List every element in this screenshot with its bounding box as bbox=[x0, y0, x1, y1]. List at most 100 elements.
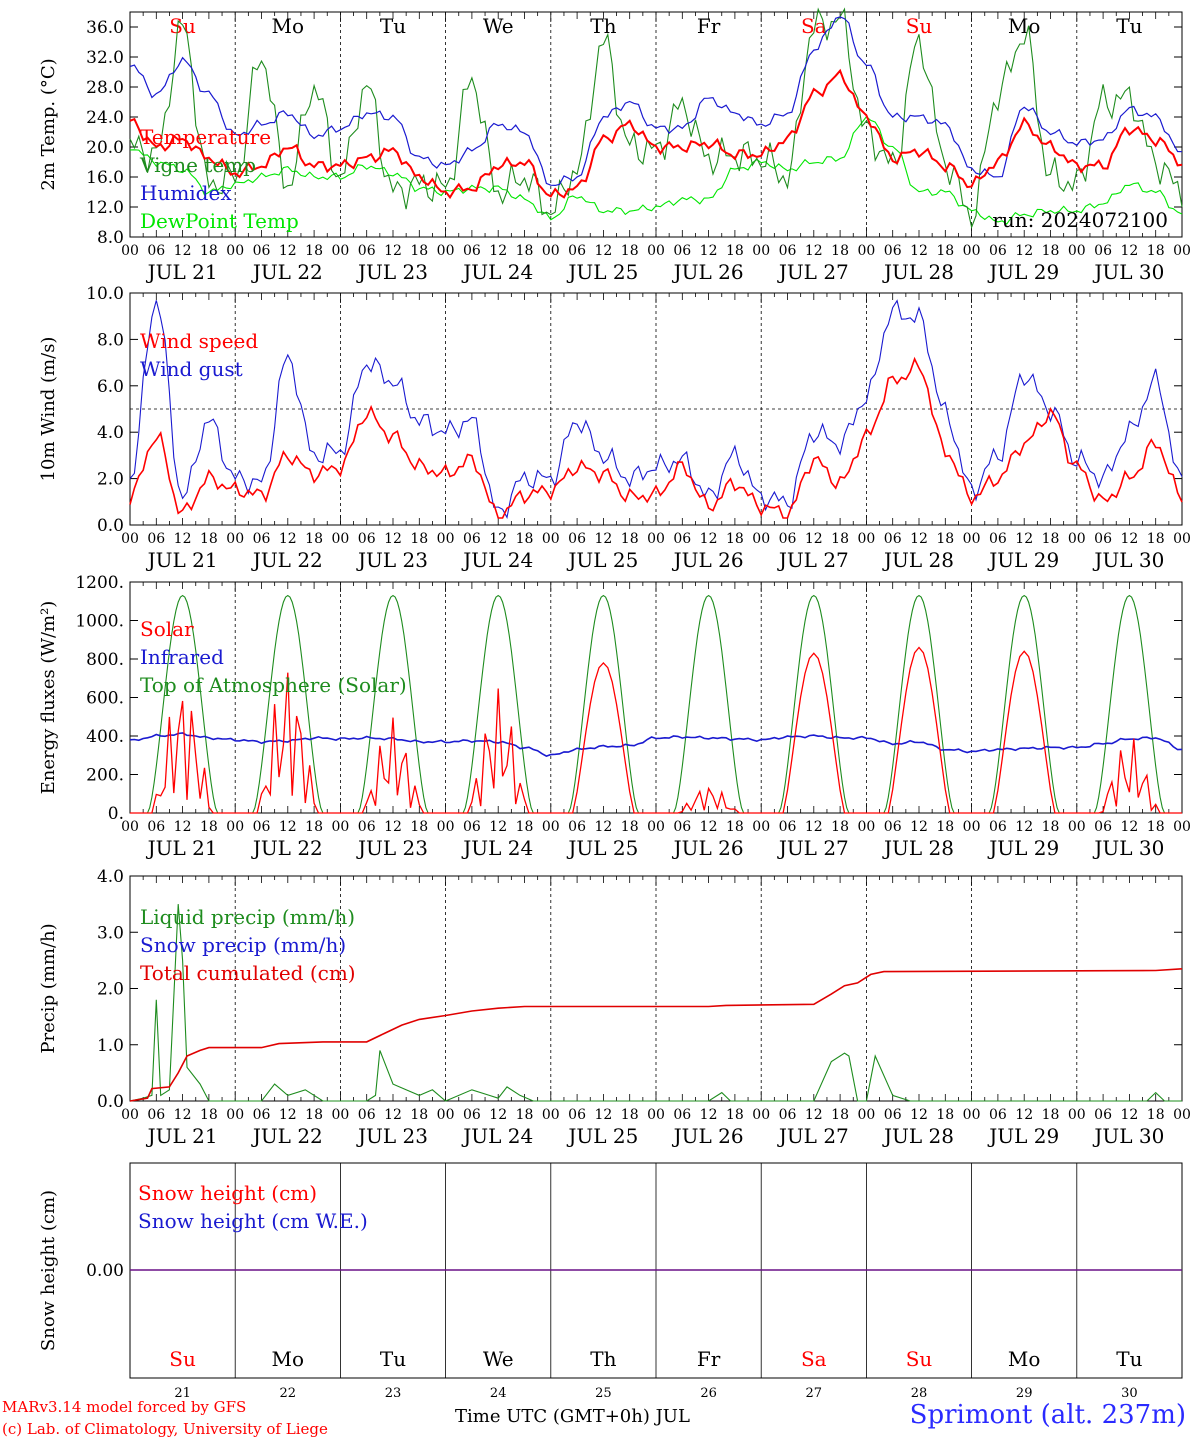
hour-label: 12 bbox=[1120, 243, 1138, 259]
y-tick-label: 20.0 bbox=[86, 138, 124, 158]
y-tick-label: 800. bbox=[86, 650, 124, 670]
hour-label: 18 bbox=[621, 243, 639, 259]
hour-label: 06 bbox=[673, 819, 691, 835]
hour-label: 06 bbox=[358, 531, 376, 547]
date-label: JUL 28 bbox=[882, 548, 954, 572]
plot-frame bbox=[129, 11, 1183, 238]
day-label: Th bbox=[590, 1347, 616, 1371]
date-label: JUL 30 bbox=[1092, 836, 1164, 860]
hour-label: 12 bbox=[1120, 819, 1138, 835]
y-tick-label: 600. bbox=[86, 689, 124, 709]
meteogram-figure: 8.0 12.0 16.0 20.0 24.0 28.0 32.0 36.0 2m Temp. … bbox=[38, 7, 1191, 1400]
date-label: JUL 27 bbox=[777, 260, 849, 284]
hour-label: 18 bbox=[831, 531, 849, 547]
hour-label: 00 bbox=[752, 1107, 770, 1123]
hour-label: 12 bbox=[489, 819, 507, 835]
model-credit: MARv3.14 model forced by GFS bbox=[2, 1398, 247, 1416]
hour-label: 00 bbox=[857, 243, 875, 259]
hour-label: 18 bbox=[726, 531, 744, 547]
date-label: JUL 28 bbox=[882, 1124, 954, 1148]
hour-label: 00 bbox=[647, 819, 665, 835]
hour-label: 18 bbox=[410, 531, 428, 547]
hour-label: 06 bbox=[253, 819, 271, 835]
date-number: 26 bbox=[700, 1386, 717, 1400]
day-label: Su bbox=[169, 1347, 196, 1371]
hour-label: 06 bbox=[568, 243, 586, 259]
hour-label: 12 bbox=[489, 1107, 507, 1123]
day-label: Th bbox=[590, 14, 616, 38]
y-tick-label: 36.0 bbox=[86, 18, 124, 38]
date-label: JUL 21 bbox=[146, 1124, 218, 1148]
hour-label: 18 bbox=[936, 531, 954, 547]
date-number: 28 bbox=[911, 1386, 928, 1400]
date-label: JUL 25 bbox=[566, 1124, 638, 1148]
hour-label: 18 bbox=[516, 1107, 534, 1123]
hour-label: 00 bbox=[1173, 1107, 1191, 1123]
date-label: JUL 26 bbox=[672, 836, 744, 860]
hour-label: 18 bbox=[516, 531, 534, 547]
date-label: JUL 25 bbox=[566, 260, 638, 284]
hour-label: 12 bbox=[384, 1107, 402, 1123]
hour-label: 18 bbox=[726, 819, 744, 835]
day-label: Sa bbox=[801, 1347, 827, 1371]
hour-label: 18 bbox=[305, 1107, 323, 1123]
hour-label: 06 bbox=[463, 243, 481, 259]
hour-label: 00 bbox=[963, 531, 981, 547]
series-infrared bbox=[129, 732, 1183, 757]
hour-label: 06 bbox=[463, 531, 481, 547]
legend-entry: DewPoint Temp bbox=[140, 209, 299, 233]
hour-label: 18 bbox=[200, 531, 218, 547]
y-tick-label: 200. bbox=[86, 766, 124, 786]
date-label: JUL 23 bbox=[356, 836, 428, 860]
date-number: 23 bbox=[385, 1386, 402, 1400]
hour-label: 12 bbox=[594, 531, 612, 547]
hour-label: 18 bbox=[200, 819, 218, 835]
date-label: JUL 25 bbox=[566, 548, 638, 572]
panel-5: 0.00 Snow height (cm) Snow height (cm) Snow… bbox=[38, 1162, 1183, 1400]
hour-label: 18 bbox=[936, 819, 954, 835]
hour-label: 12 bbox=[1015, 243, 1033, 259]
date-label: JUL 23 bbox=[356, 260, 428, 284]
hour-label: 12 bbox=[384, 243, 402, 259]
y-tick-label: 0.00 bbox=[86, 1261, 124, 1281]
hour-label: 00 bbox=[226, 531, 244, 547]
day-label: Tu bbox=[380, 14, 406, 38]
hour-label: 06 bbox=[884, 243, 902, 259]
date-label: JUL 22 bbox=[251, 1124, 323, 1148]
hour-label: 12 bbox=[279, 243, 297, 259]
day-label: Sa bbox=[801, 14, 827, 38]
series-dewpoint-temp bbox=[129, 115, 1183, 225]
hour-label: 18 bbox=[516, 243, 534, 259]
hour-label: 06 bbox=[1094, 1107, 1112, 1123]
date-number: 21 bbox=[174, 1386, 191, 1400]
date-label: JUL 29 bbox=[987, 1124, 1059, 1148]
hour-label: 00 bbox=[752, 531, 770, 547]
hour-label: 06 bbox=[1094, 819, 1112, 835]
day-label: We bbox=[483, 14, 514, 38]
hour-label: 12 bbox=[910, 1107, 928, 1123]
y-tick-label: 4.0 bbox=[97, 423, 124, 443]
date-label: JUL 26 bbox=[672, 548, 744, 572]
hour-label: 12 bbox=[1120, 1107, 1138, 1123]
y-tick-label: 12.0 bbox=[86, 198, 124, 218]
date-number: 27 bbox=[806, 1386, 823, 1400]
date-label: JUL 24 bbox=[461, 1124, 533, 1148]
y-tick-label: 2.0 bbox=[97, 980, 124, 1000]
hour-label: 00 bbox=[1173, 819, 1191, 835]
hour-label: 00 bbox=[647, 531, 665, 547]
hour-label: 06 bbox=[779, 243, 797, 259]
hour-label: 06 bbox=[253, 531, 271, 547]
date-label: JUL 21 bbox=[146, 260, 218, 284]
date-number: 29 bbox=[1016, 1386, 1033, 1400]
date-label: JUL 24 bbox=[461, 260, 533, 284]
hour-label: 18 bbox=[621, 1107, 639, 1123]
hour-label: 00 bbox=[752, 819, 770, 835]
series-wind-speed bbox=[129, 356, 1183, 519]
hour-label: 18 bbox=[831, 819, 849, 835]
run-annotation: run: 2024072100 bbox=[992, 208, 1168, 232]
y-tick-label: 1.0 bbox=[97, 1036, 124, 1056]
hour-label: 06 bbox=[779, 819, 797, 835]
y-tick-label: 16.0 bbox=[86, 168, 124, 188]
y-tick-label: 6.0 bbox=[97, 377, 124, 397]
hour-label: 18 bbox=[1042, 243, 1060, 259]
